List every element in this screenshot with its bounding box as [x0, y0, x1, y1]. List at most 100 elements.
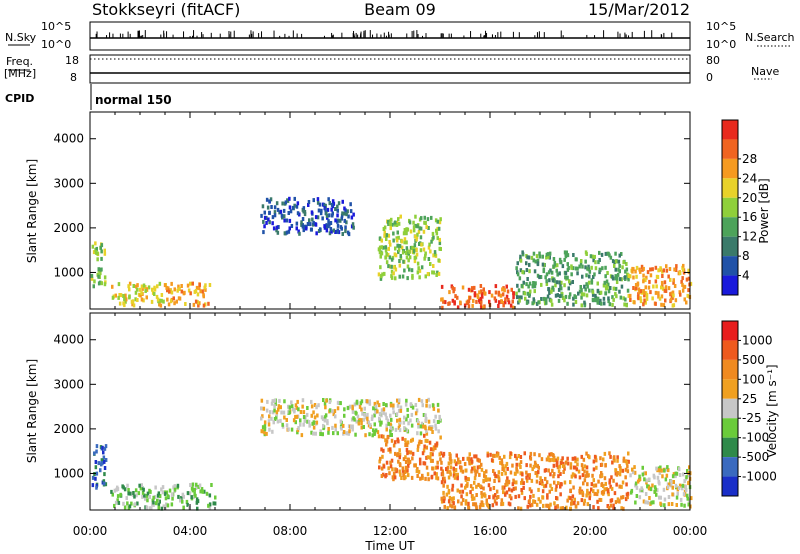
echo-cell	[642, 499, 646, 504]
echo-cell	[392, 238, 395, 243]
echo-cell	[495, 474, 498, 479]
echo-cell	[599, 290, 603, 295]
echo-cell	[298, 231, 301, 236]
echo-cell	[95, 471, 99, 476]
echo-cell	[525, 463, 528, 468]
echo-cell	[590, 487, 593, 492]
echo-cell	[608, 451, 611, 456]
echo-cell	[411, 405, 415, 410]
echo-cell	[521, 478, 524, 483]
echo-cell	[621, 495, 625, 500]
echo-cell	[505, 461, 509, 466]
echo-cell	[581, 493, 585, 498]
echo-cell	[414, 411, 418, 416]
echo-cell	[541, 489, 545, 494]
echo-cell	[287, 427, 290, 432]
echo-cell	[140, 483, 143, 488]
echo-cell	[603, 476, 607, 481]
echo-cell	[166, 297, 169, 302]
echo-cell	[406, 264, 410, 269]
echo-cell	[607, 299, 610, 304]
echo-cell	[532, 251, 536, 256]
echo-cell	[302, 410, 306, 415]
echo-cell	[542, 296, 546, 301]
echo-cell	[560, 280, 563, 285]
echo-cell	[541, 481, 544, 486]
echo-cell	[532, 464, 536, 469]
echo-cell	[170, 493, 174, 497]
echo-cell	[91, 244, 95, 249]
echo-cell	[656, 475, 660, 480]
echo-cell	[671, 492, 674, 497]
echo-cell	[432, 406, 436, 411]
echo-cell	[597, 506, 600, 511]
echo-cell	[548, 255, 551, 260]
echo-cell	[548, 291, 551, 295]
echo-cell	[532, 281, 535, 285]
echo-cell	[368, 401, 372, 406]
echo-cell	[665, 473, 669, 478]
colorbar-segment	[722, 139, 738, 159]
echo-cell	[438, 246, 441, 251]
echo-cell	[160, 298, 163, 303]
echo-cell	[115, 487, 118, 492]
echo-cell	[552, 257, 556, 261]
echo-cell	[142, 283, 146, 288]
echo-cell	[407, 258, 410, 263]
echo-cell	[154, 485, 157, 490]
echo-cell	[506, 482, 509, 487]
echo-cell	[409, 418, 412, 423]
echo-cell	[404, 475, 407, 480]
echo-cell	[515, 456, 518, 461]
echo-cell	[564, 294, 568, 299]
echo-cell	[514, 486, 517, 491]
echo-cell	[392, 443, 396, 448]
echo-cell	[104, 444, 108, 449]
echo-cell	[640, 486, 643, 491]
echo-cell	[327, 197, 330, 202]
echo-cell	[388, 255, 392, 260]
echo-cell	[415, 237, 418, 242]
echo-cell	[150, 299, 154, 304]
echo-cell	[596, 281, 599, 286]
echo-cell	[405, 465, 408, 470]
echo-cell	[429, 458, 433, 463]
echo-cell	[134, 488, 138, 493]
echo-cell	[103, 472, 106, 477]
echo-cell	[160, 506, 164, 511]
echo-cell	[272, 420, 275, 425]
echo-cell	[473, 480, 476, 485]
echo-cell	[398, 469, 401, 474]
ytick-label: 3000	[53, 377, 84, 391]
echo-cell	[602, 296, 606, 301]
echo-cell	[388, 264, 392, 269]
echo-cell	[529, 494, 532, 499]
echo-cell	[310, 413, 313, 418]
echo-cell	[566, 262, 569, 267]
echo-cell	[653, 489, 656, 494]
echo-cell	[372, 406, 375, 411]
echo-cell	[683, 297, 686, 302]
echo-cell	[406, 440, 410, 445]
echo-cell	[436, 465, 439, 470]
echo-cell	[464, 501, 468, 506]
echo-cell	[681, 267, 685, 272]
echo-cell	[417, 424, 420, 429]
echo-cell	[492, 469, 495, 473]
echo-cell	[267, 422, 271, 427]
echo-cell	[321, 432, 324, 437]
echo-cell	[312, 431, 315, 436]
echo-cell	[379, 456, 382, 461]
echo-cell	[616, 458, 619, 463]
echo-cell	[616, 272, 620, 277]
echo-cell	[553, 458, 556, 463]
echo-cell	[291, 205, 295, 210]
echo-cell	[398, 455, 401, 460]
echo-cell	[551, 468, 554, 473]
echo-cell	[609, 454, 612, 459]
echo-cell	[526, 473, 529, 478]
echo-cell	[573, 294, 576, 299]
echo-cell	[194, 289, 198, 293]
echo-cell	[557, 287, 561, 292]
echo-cell	[302, 206, 306, 211]
